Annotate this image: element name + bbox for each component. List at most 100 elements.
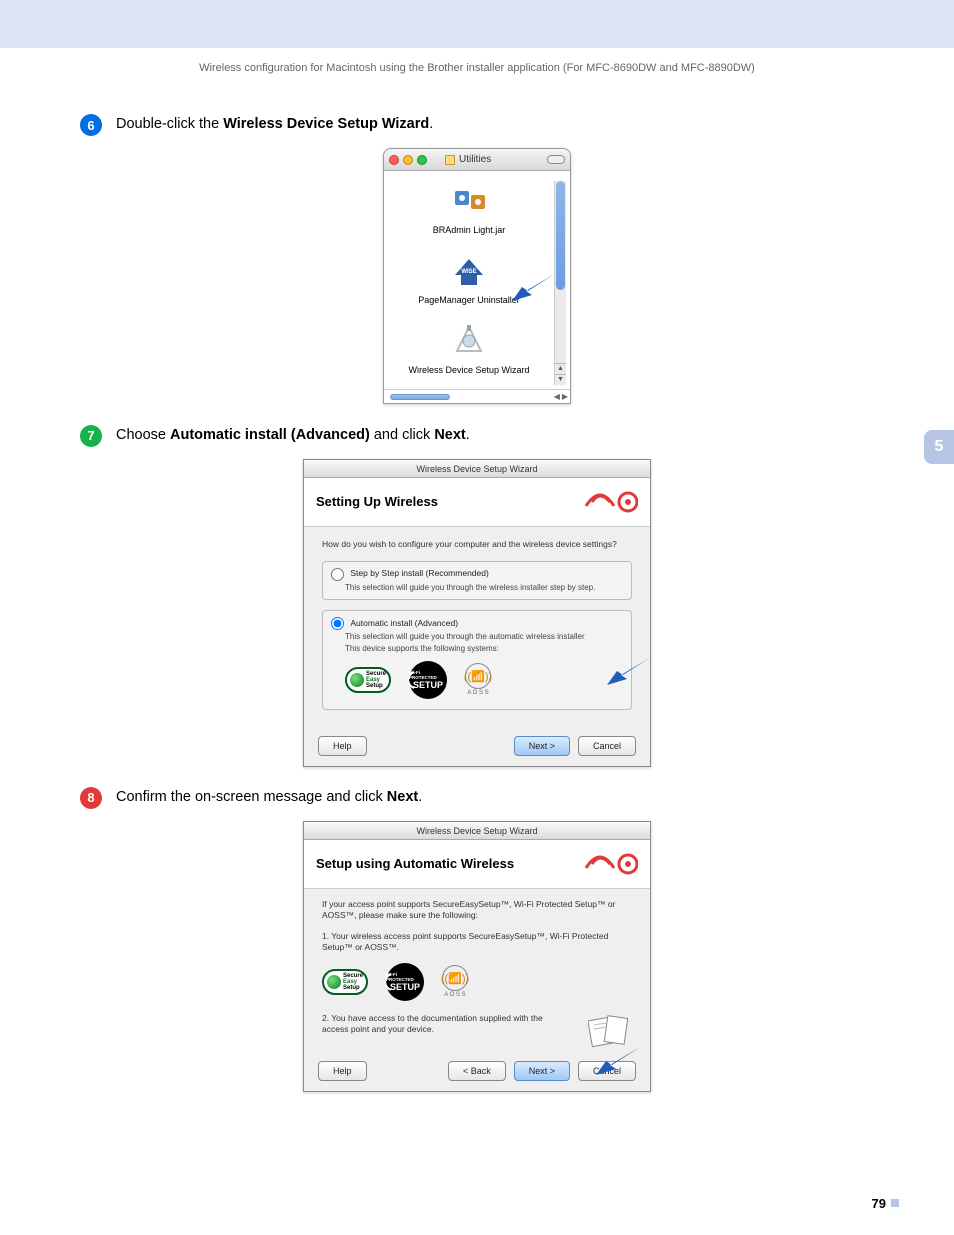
step-8-text: Confirm the on-screen message and click … [116,787,422,805]
figure-wizard-7: Wireless Device Setup Wizard Setting Up … [80,459,874,767]
pagemanager-label: PageManager Uninstaller [418,295,520,305]
header-band [0,0,954,48]
step-8: 8 Confirm the on-screen message and clic… [80,787,874,809]
pointer-arrow-icon [607,657,651,685]
utilities-title: Utilities [445,154,491,165]
utilities-body: BRAdmin Light.jar WISE PageManager Unins… [384,171,570,389]
minimize-icon[interactable] [403,155,413,165]
next-button[interactable]: Next > [514,736,570,756]
option-step-by-step[interactable]: Step by Step install (Recommended) This … [322,561,632,600]
wps-logo-icon: Wi-Fi PROTECTED SETUP [386,963,424,1001]
close-icon[interactable] [389,155,399,165]
step-7-text: Choose Automatic install (Advanced) and … [116,425,470,443]
wizard-8-body: If your access point supports SecureEasy… [304,889,650,1053]
wizard-7-window: Wireless Device Setup Wizard Setting Up … [303,459,651,767]
step-7-pre: Choose [116,427,170,443]
pagemanager-icon[interactable]: WISE [449,251,489,289]
content: 6 Double-click the Wireless Device Setup… [0,114,954,1092]
radio-step-by-step[interactable] [331,568,344,581]
chapter-tab: 5 [924,430,954,464]
wizard-7-header: Setting Up Wireless [304,478,650,527]
step-7-badge: 7 [80,425,102,447]
step-6-text: Double-click the Wireless Device Setup W… [116,114,433,132]
wizard-7-title: Setting Up Wireless [316,494,438,509]
scrollbar-up-icon[interactable]: ▲ [555,363,566,374]
opt2-title: Automatic install (Advanced) [350,618,458,628]
header-text: Wireless configuration for Macintosh usi… [0,48,954,94]
step-6-pre: Double-click the [116,116,223,132]
utilities-footer: ◀▶ [384,389,570,403]
step-6-bold: Wireless Device Setup Wizard [223,116,429,132]
opt1-desc: This selection will guide you through th… [345,583,623,593]
figure-wizard-8: Wireless Device Setup Wizard Setup using… [80,821,874,1092]
step-8-bold: Next [387,789,418,805]
footer-scrollbar[interactable] [390,394,450,400]
aoss-label-b: A O S S [444,992,465,998]
opt2-desc2: This device supports the following syste… [345,644,623,654]
utilities-window: Utilities BRAdmin Light.jar WISE PageMan… [383,148,571,404]
wizard-7-buttons: Help Next > Cancel [304,728,650,766]
step-6-post: . [429,116,433,132]
wifi-logo-icon [582,850,638,878]
zoom-icon[interactable] [417,155,427,165]
wds-wizard-label: Wireless Device Setup Wizard [408,365,529,375]
step-8-badge: 8 [80,787,102,809]
pointer-arrow-icon [512,273,556,301]
wizard-8-window: Wireless Device Setup Wizard Setup using… [303,821,651,1092]
wizard-8-header: Setup using Automatic Wireless [304,840,650,889]
utilities-title-text: Utilities [459,154,491,165]
wizard-7-question: How do you wish to configure your comput… [322,539,632,549]
page-number: 79 [872,1196,886,1211]
w8-line1: 1. Your wireless access point supports S… [322,931,632,953]
bradmin-label: BRAdmin Light.jar [433,225,506,235]
aoss-logo-icon: ((📶)) A O S S [465,663,491,696]
utilities-main: BRAdmin Light.jar WISE PageManager Unins… [388,181,550,385]
scrollbar-thumb[interactable] [556,181,565,290]
scrollbar-down-icon[interactable]: ▼ [555,374,566,385]
logo-row-8: SecureEasySetup Wi-Fi PROTECTED SETUP ((… [322,963,632,1001]
step-7-bold: Automatic install (Advanced) [170,427,370,443]
step-7-post: . [466,427,470,443]
back-button[interactable]: < Back [448,1061,506,1081]
logo-row-7: SecureEasySetup Wi-Fi PROTECTED SETUP (( [345,661,623,699]
utilities-scrollbar[interactable]: ▲ ▼ [554,181,566,385]
bradmin-icon[interactable] [449,181,489,219]
step-7-bold2: Next [434,427,465,443]
step-7: 7 Choose Automatic install (Advanced) an… [80,425,874,447]
wizard-7-titlebar: Wireless Device Setup Wizard [304,460,650,478]
step-6-badge: 6 [80,114,102,136]
svg-text:WISE: WISE [461,269,476,275]
wps-logo-icon: Wi-Fi PROTECTED SETUP [409,661,447,699]
ses-l3: Setup [366,683,383,689]
option-automatic[interactable]: Automatic install (Advanced) This select… [322,610,632,710]
ses-l3b: Setup [343,985,360,991]
help-button[interactable]: Help [318,736,367,756]
ses-logo-icon: SecureEasySetup [345,667,391,693]
cancel-button[interactable]: Cancel [578,736,636,756]
figure-utilities: Utilities BRAdmin Light.jar WISE PageMan… [80,148,874,405]
page-number-marker [891,1199,899,1207]
step-8-post: . [418,789,422,805]
wizard-7-body: How do you wish to configure your comput… [304,527,650,728]
help-button[interactable]: Help [318,1061,367,1081]
utilities-titlebar: Utilities [384,149,570,171]
documentation-icon [588,1013,632,1049]
wizard-8-title: Setup using Automatic Wireless [316,856,514,871]
ses-logo-icon: SecureEasySetup [322,969,368,995]
toolbar-pill-icon[interactable] [547,155,565,164]
wds-wizard-icon[interactable] [449,321,489,359]
folder-icon [445,155,455,165]
w8-intro: If your access point supports SecureEasy… [322,899,632,921]
radio-automatic[interactable] [331,617,344,630]
step-7-mid: and click [370,427,434,443]
scrollbar-track [555,181,566,363]
footer-arrows: ◀▶ [554,392,570,401]
opt1-title: Step by Step install (Recommended) [350,568,488,578]
step-8-pre: Confirm the on-screen message and click [116,789,387,805]
pointer-arrow-icon [596,1047,640,1075]
next-button[interactable]: Next > [514,1061,570,1081]
aoss-label: A O S S [467,690,488,696]
wifi-logo-icon [582,488,638,516]
aoss-logo-icon: ((📶)) A O S S [442,965,468,998]
wizard-8-titlebar: Wireless Device Setup Wizard [304,822,650,840]
